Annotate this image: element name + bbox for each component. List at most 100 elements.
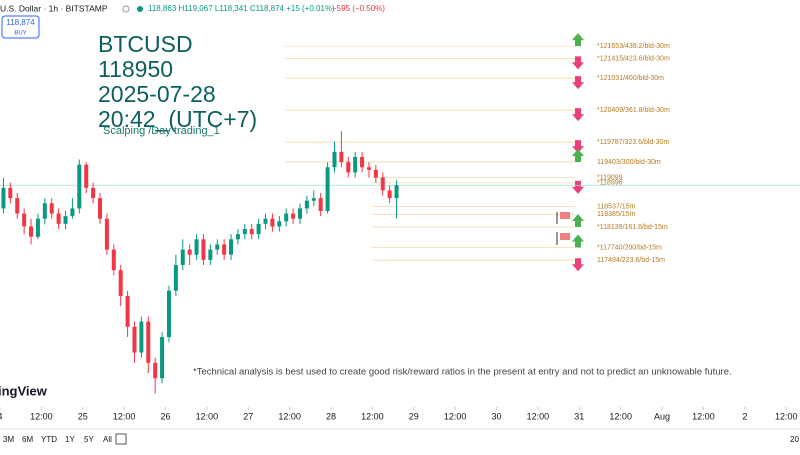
- candle-body: [194, 239, 199, 255]
- candle-body: [118, 270, 123, 296]
- x-tick-label: 28: [326, 411, 336, 421]
- level-label: 118385/15m: [597, 211, 636, 218]
- status-dot: [137, 6, 143, 12]
- candle-body: [304, 200, 309, 209]
- x-tick-label: 29: [409, 411, 419, 421]
- range-button[interactable]: 3M: [3, 435, 14, 444]
- level-label: *118996: [597, 180, 623, 187]
- signal-arrow: [572, 56, 584, 70]
- candle-body: [318, 198, 323, 211]
- overlay-text: 2025-07-28: [98, 81, 216, 107]
- overlay-text: BTCUSD: [98, 31, 193, 57]
- candle-body: [366, 167, 371, 170]
- flags: [556, 212, 570, 245]
- level-label: 119403/300/bld-30m: [597, 159, 661, 166]
- candle-body: [256, 223, 261, 235]
- candle-body: [84, 164, 89, 188]
- level-label: *120409/361.8/bld-30m: [597, 107, 670, 114]
- candle-body: [153, 362, 158, 379]
- signal-arrow: [572, 33, 584, 47]
- overlay-text: 20:42_(UTC+7): [98, 106, 257, 132]
- candle-body: [160, 337, 165, 379]
- signal-arrow: [572, 213, 584, 227]
- candle-body: [139, 321, 144, 353]
- candle-body: [166, 290, 171, 338]
- level-label: *118139/161.8/bd-15m: [597, 224, 668, 231]
- candle-body: [208, 249, 213, 260]
- candle-body: [63, 216, 68, 224]
- x-tick-label: 12:00: [527, 411, 550, 421]
- candle-body: [98, 198, 102, 219]
- watermark: ingView: [0, 383, 48, 398]
- candle-body: [360, 156, 365, 168]
- candle-body: [249, 229, 254, 235]
- level-label: *121415/423.6/bld-30m: [597, 55, 670, 62]
- range-button[interactable]: 1Y: [65, 435, 75, 444]
- candle-body: [339, 151, 344, 163]
- level-label: *121031/400/bld-30m: [597, 75, 664, 82]
- candle-body: [29, 226, 34, 237]
- candle-body: [146, 321, 151, 363]
- candle-body: [222, 244, 227, 255]
- range-button[interactable]: 6M: [22, 435, 33, 444]
- candle-body: [284, 213, 289, 222]
- x-tick-label: 4: [0, 411, 3, 421]
- signal-arrow: [572, 76, 584, 90]
- candle-body: [311, 198, 316, 201]
- overlay-text: 118950: [98, 56, 173, 82]
- x-tick-label: 25: [78, 411, 88, 421]
- range-button[interactable]: 5Y: [84, 435, 94, 444]
- level-label: *119787/323.6/bld-30m: [597, 139, 669, 146]
- x-tick-label: 12:00: [196, 411, 219, 421]
- x-tick-label: 27: [243, 411, 253, 421]
- level-label: *119099: [597, 174, 623, 181]
- candle-body: [187, 249, 192, 255]
- candle-body: [91, 187, 96, 199]
- signal-arrow: [572, 140, 584, 154]
- candle-body: [42, 203, 47, 219]
- candle-body: [15, 198, 20, 214]
- candle-body: [70, 208, 75, 217]
- level-label: *121653/438.2/bld-30m: [597, 43, 670, 50]
- buy-price: 118,874: [6, 18, 35, 27]
- candle-body: [263, 218, 268, 224]
- candle-body: [277, 221, 282, 227]
- calendar-icon[interactable]: [115, 433, 127, 445]
- candle-body: [332, 151, 337, 168]
- annotation: *Technical analysis is best used to crea…: [193, 367, 732, 378]
- flag: [560, 212, 570, 219]
- candle-body: [22, 213, 27, 227]
- ohlc: 118,863 H119,067 L118,341 C118,874 +15 (…: [148, 4, 335, 13]
- candle-body: [104, 218, 109, 250]
- candle-body: [394, 185, 399, 199]
- x-tick-label: 12:00: [361, 411, 384, 421]
- candle-body: [270, 218, 275, 227]
- candle-body: [1, 187, 6, 209]
- range-button[interactable]: All: [103, 435, 112, 444]
- candle-body: [125, 295, 130, 327]
- buy-button[interactable]: [1, 15, 40, 39]
- signal-arrow: [572, 108, 584, 122]
- candle-body: [373, 169, 378, 178]
- x-tick-label: 30: [492, 411, 502, 421]
- buy-label: BUY: [14, 31, 26, 37]
- candle-body: [173, 265, 178, 291]
- candle-body: [380, 177, 385, 191]
- candle-body: [229, 239, 234, 255]
- candle-body: [56, 213, 61, 224]
- candle-body: [353, 156, 358, 173]
- candle-body: [49, 203, 54, 214]
- toolbar-right: 20: [790, 435, 799, 444]
- flag: [560, 233, 570, 240]
- candle-body: [291, 213, 296, 219]
- signal-arrow: [572, 234, 584, 248]
- candle-body: [77, 164, 82, 209]
- candle-body: [215, 244, 220, 250]
- x-tick-label: 12:00: [692, 411, 715, 421]
- range-button[interactable]: YTD: [41, 435, 57, 444]
- level-label: *117740/200/bd-15m: [597, 244, 662, 251]
- candle-body: [35, 218, 40, 237]
- candle-body: [242, 229, 247, 235]
- x-tick-label: 12:00: [444, 411, 467, 421]
